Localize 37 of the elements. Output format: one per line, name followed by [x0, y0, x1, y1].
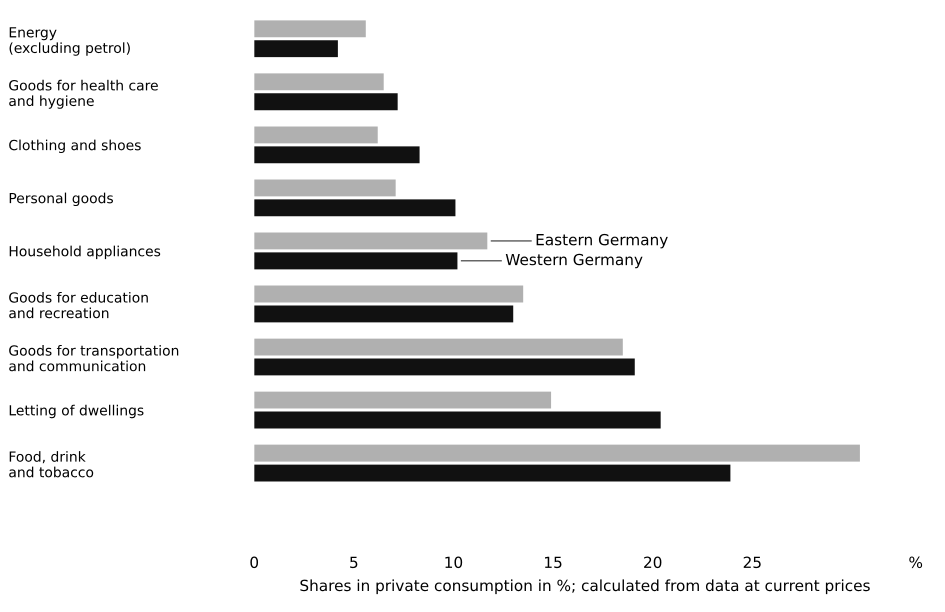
text: Western Germany — [506, 254, 643, 268]
bar — [254, 412, 661, 428]
bar — [254, 199, 456, 216]
bar — [254, 20, 366, 38]
y-tick-label: Energy (excluding petrol) — [10, 27, 130, 56]
bar — [254, 305, 514, 322]
x-tick-label: 10 — [445, 556, 462, 568]
bar — [254, 73, 384, 90]
x-tick-label: 15 — [545, 556, 562, 568]
bar — [254, 93, 398, 110]
x-axis-title: Shares in private consumption in %; calculated from data at current prices — [300, 579, 870, 594]
y-tick-label: Food, drink and tobacco — [9, 451, 94, 478]
bar — [254, 358, 635, 376]
y-tick-label: Clothing and shoes — [9, 140, 141, 154]
bar — [254, 40, 338, 58]
text: Eastern Germany — [536, 234, 668, 248]
bar — [254, 179, 396, 196]
y-tick-label: Goods for health care and hygiene — [9, 80, 158, 109]
x-tick-label: % — [909, 556, 922, 568]
bar — [254, 286, 524, 302]
y-tick-label: Personal goods — [10, 192, 114, 206]
bar — [254, 464, 730, 482]
bar — [254, 232, 488, 250]
y-tick-label: Letting of dwellings — [10, 404, 144, 418]
bar — [254, 126, 378, 144]
bar — [254, 146, 420, 164]
x-tick-label: 25 — [744, 556, 761, 568]
y-tick-label: Goods for education and recreation — [9, 292, 148, 318]
bar — [254, 338, 623, 356]
x-tick-label: 0 — [250, 556, 258, 568]
y-tick-label: Goods for transportation and communication — [9, 345, 178, 372]
bar — [254, 444, 860, 462]
bar — [254, 392, 552, 409]
y-tick-label: Household appliances — [10, 246, 160, 260]
bar — [254, 252, 458, 270]
x-tick-label: 20 — [644, 556, 662, 568]
x-tick-label: 5 — [350, 556, 358, 568]
